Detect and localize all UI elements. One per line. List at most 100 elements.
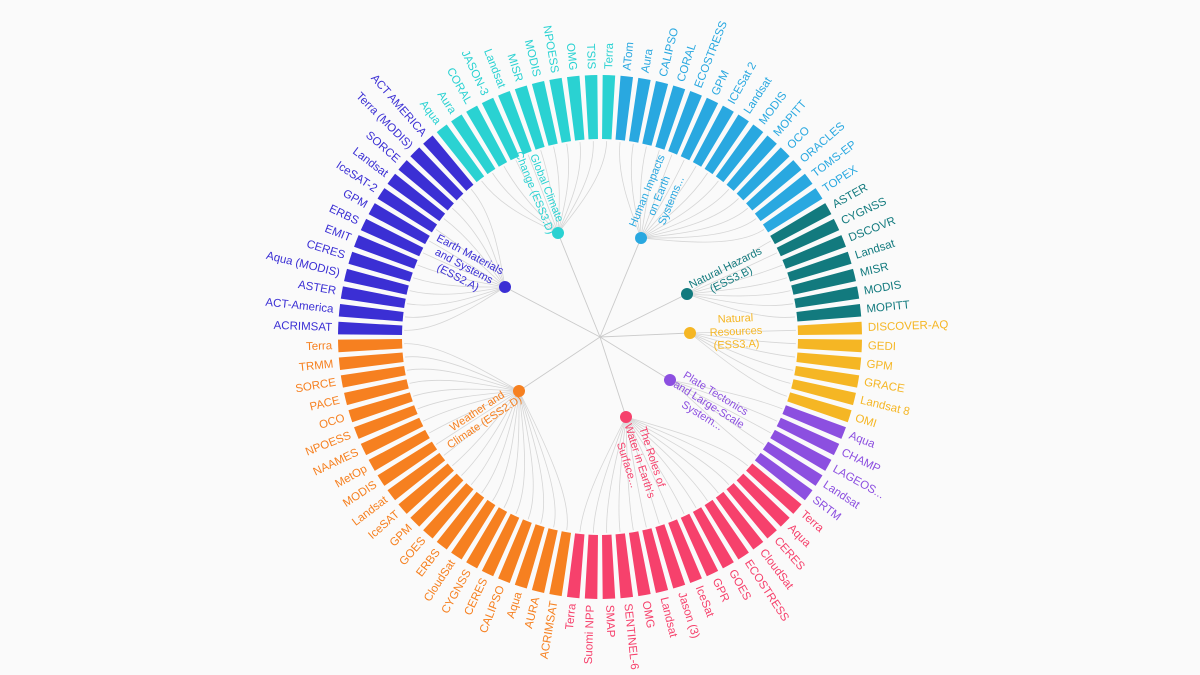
leaf-bar[interactable]	[628, 531, 651, 597]
leaf-bar[interactable]	[344, 379, 409, 406]
leaf-bar[interactable]	[797, 339, 862, 353]
hub-node[interactable]	[635, 232, 647, 244]
leaf-bar[interactable]	[566, 533, 585, 599]
leaf-bar[interactable]	[348, 251, 413, 282]
leaf-bar[interactable]	[776, 218, 840, 257]
leaf-bar[interactable]	[481, 97, 520, 161]
leaf-bar[interactable]	[762, 441, 823, 486]
leaf-bar[interactable]	[354, 235, 418, 269]
leaf-bar[interactable]	[531, 81, 558, 146]
leaf-bar[interactable]	[796, 303, 862, 322]
hub-node[interactable]	[552, 227, 564, 239]
leaf-bar[interactable]	[754, 452, 813, 501]
leaf-bar[interactable]	[787, 392, 852, 423]
leaf-bar[interactable]	[746, 463, 802, 514]
leaf-bar[interactable]	[715, 124, 764, 183]
leaf-bar[interactable]	[655, 524, 686, 589]
leaf-bar[interactable]	[451, 114, 496, 175]
leaf-bar[interactable]	[782, 405, 846, 439]
leaf-bar[interactable]	[642, 528, 669, 593]
leaf-bar[interactable]	[692, 507, 734, 569]
leaf-bar[interactable]	[726, 483, 777, 539]
leaf-bar[interactable]	[796, 352, 862, 371]
leaf-bar[interactable]	[776, 417, 840, 456]
leaf-bar[interactable]	[344, 268, 409, 295]
leaf-bar[interactable]	[566, 75, 585, 141]
leaf-bar[interactable]	[680, 97, 719, 161]
leaf-bar[interactable]	[436, 491, 485, 550]
leaf-bar[interactable]	[436, 124, 485, 183]
leaf-bar[interactable]	[340, 286, 406, 309]
leaf-bar[interactable]	[762, 188, 823, 233]
leaf-bar[interactable]	[782, 235, 846, 269]
leaf-bar[interactable]	[746, 160, 802, 211]
leaf-bar[interactable]	[736, 147, 790, 201]
leaf-bar[interactable]	[655, 85, 686, 150]
leaf-bar[interactable]	[628, 77, 651, 143]
leaf-bar[interactable]	[615, 75, 634, 141]
leaf-bar[interactable]	[680, 513, 719, 577]
hub-node[interactable]	[664, 374, 676, 386]
leaf-bar[interactable]	[642, 81, 669, 146]
leaf-bar[interactable]	[498, 91, 532, 155]
leaf-bar[interactable]	[481, 513, 520, 577]
leaf-bar[interactable]	[377, 188, 438, 233]
leaf-bar[interactable]	[726, 135, 777, 191]
leaf-bar[interactable]	[514, 85, 545, 150]
leaf-bar[interactable]	[704, 499, 749, 560]
leaf-bar[interactable]	[338, 339, 403, 353]
leaf-bar[interactable]	[368, 429, 430, 471]
leaf-bar[interactable]	[410, 473, 464, 527]
leaf-bar[interactable]	[668, 91, 702, 155]
leaf-bar[interactable]	[770, 203, 832, 245]
leaf-bar[interactable]	[387, 173, 446, 222]
leaf-bar[interactable]	[794, 365, 860, 388]
leaf-bar[interactable]	[338, 303, 404, 322]
leaf-bar[interactable]	[549, 77, 572, 143]
leaf-bar[interactable]	[398, 463, 454, 514]
hub-node[interactable]	[620, 411, 632, 423]
leaf-bar[interactable]	[348, 392, 413, 423]
leaf-bar[interactable]	[360, 218, 424, 257]
leaf-bar[interactable]	[498, 519, 532, 583]
leaf-bar[interactable]	[791, 379, 856, 406]
leaf-bar[interactable]	[354, 405, 418, 439]
hub-node[interactable]	[499, 281, 511, 293]
leaf-bar[interactable]	[692, 105, 734, 167]
leaf-bar[interactable]	[466, 507, 508, 569]
leaf-bar[interactable]	[368, 203, 430, 245]
leaf-bar[interactable]	[549, 531, 572, 597]
hub-node[interactable]	[684, 327, 696, 339]
leaf-bar[interactable]	[423, 135, 474, 191]
leaf-bar[interactable]	[338, 352, 404, 371]
hub-node[interactable]	[513, 385, 525, 397]
leaf-bar[interactable]	[794, 286, 860, 309]
leaf-bar[interactable]	[387, 452, 446, 501]
leaf-bar[interactable]	[377, 441, 438, 486]
leaf-bar[interactable]	[668, 519, 702, 583]
leaf-bar[interactable]	[466, 105, 508, 167]
leaf-bar[interactable]	[615, 533, 634, 599]
leaf-bar[interactable]	[770, 429, 832, 471]
leaf-bar[interactable]	[704, 114, 749, 175]
leaf-bar[interactable]	[584, 534, 598, 599]
leaf-bar[interactable]	[423, 483, 474, 539]
leaf-bar[interactable]	[514, 524, 545, 589]
leaf-bar[interactable]	[736, 473, 790, 527]
leaf-bar[interactable]	[531, 528, 558, 593]
leaf-bar[interactable]	[584, 75, 598, 140]
leaf-bar[interactable]	[340, 365, 406, 388]
leaf-bar[interactable]	[754, 173, 813, 222]
leaf-bar[interactable]	[360, 417, 424, 456]
leaf-bar[interactable]	[715, 491, 764, 550]
leaf-bar[interactable]	[338, 321, 403, 335]
hub-node[interactable]	[681, 288, 693, 300]
leaf-bar[interactable]	[602, 534, 616, 599]
leaf-bar[interactable]	[398, 160, 454, 211]
leaf-bar[interactable]	[602, 75, 616, 140]
leaf-bar[interactable]	[410, 147, 464, 201]
leaf-bar[interactable]	[797, 321, 862, 335]
leaf-bar[interactable]	[451, 499, 496, 560]
leaf-bar[interactable]	[787, 251, 852, 282]
leaf-bar[interactable]	[791, 268, 856, 295]
